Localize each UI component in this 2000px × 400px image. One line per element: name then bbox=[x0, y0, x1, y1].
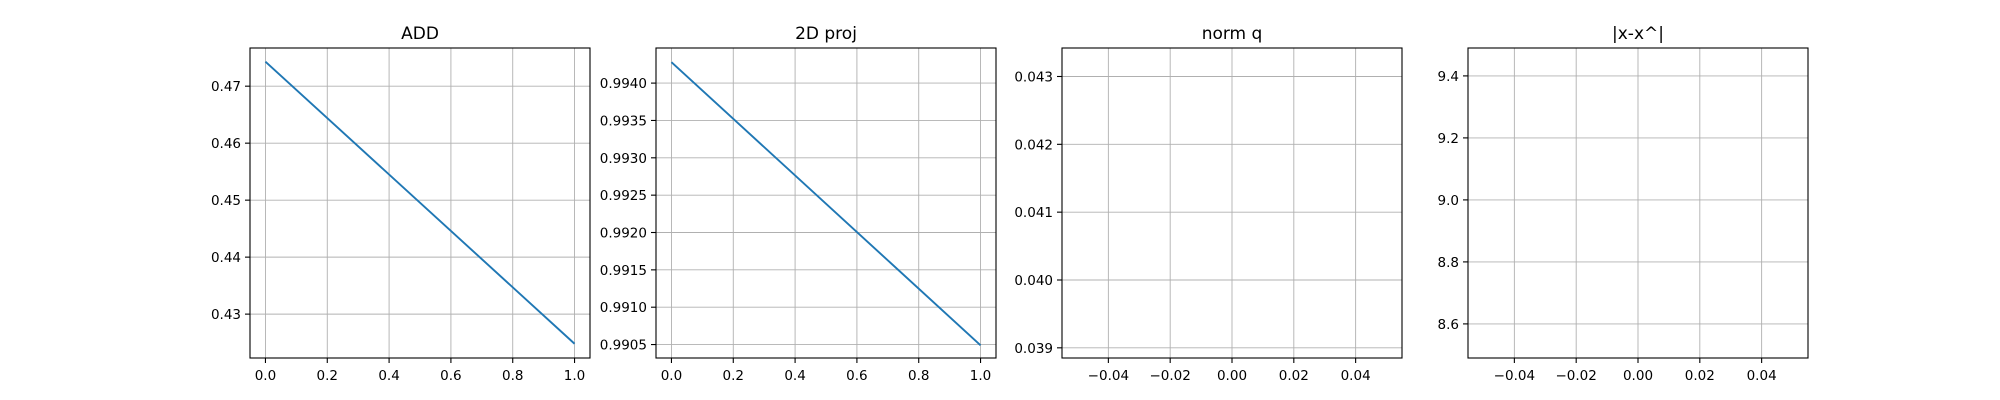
x-tick-label: −0.02 bbox=[1555, 368, 1596, 384]
series-line-1 bbox=[670, 61, 982, 347]
x-tick-label: 0.4 bbox=[378, 368, 399, 384]
x-tick-label: 0.6 bbox=[440, 368, 461, 384]
series-line-1 bbox=[264, 60, 576, 345]
y-tick-label: 9.2 bbox=[1438, 131, 1459, 147]
x-tick-label: 1.0 bbox=[970, 368, 991, 384]
y-tick-label: 0.043 bbox=[1014, 69, 1053, 85]
x-tick-label: 0.04 bbox=[1341, 368, 1371, 384]
y-tick-label: 0.9920 bbox=[600, 226, 647, 242]
y-tick-label: 0.9905 bbox=[600, 338, 647, 354]
y-tick-label: 0.040 bbox=[1014, 273, 1053, 289]
subplot-2: 0.0 0.2 0.4 0.6 0.8 1.0 0.9905 0.9910 0.9915 0.99… bbox=[600, 24, 997, 384]
x-tick-label: 0.02 bbox=[1685, 368, 1715, 384]
y-tick-label: 0.042 bbox=[1014, 137, 1053, 153]
x-tick-label: 0.4 bbox=[784, 368, 805, 384]
y-tick-label: 0.9935 bbox=[600, 113, 647, 129]
subplot-4: −0.04 −0.02 0.00 0.02 0.04 8.6 8.8 9.0 9.2 9.4 |x-… bbox=[1438, 24, 1809, 384]
x-tick-label: 0.02 bbox=[1279, 368, 1309, 384]
subplot-1: 0.0 0.2 0.4 0.6 0.8 1.0 0.43 0.44 0.45 0.46 0.47 AD… bbox=[211, 24, 591, 384]
chart-title: 2D proj bbox=[795, 24, 857, 44]
x-tick-label: 0.8 bbox=[502, 368, 523, 384]
y-tick-label: 0.041 bbox=[1014, 205, 1053, 221]
y-tick-label: 0.45 bbox=[211, 193, 241, 209]
y-tick-label: 8.8 bbox=[1438, 255, 1459, 271]
y-tick-label: 9.4 bbox=[1438, 69, 1459, 85]
x-tick-label: 0.6 bbox=[846, 368, 867, 384]
y-tick-label: 8.6 bbox=[1438, 317, 1459, 333]
x-tick-label: −0.02 bbox=[1149, 368, 1190, 384]
x-tick-label: 0.2 bbox=[317, 368, 338, 384]
axes-frame bbox=[249, 47, 591, 359]
y-tick-label: 0.9925 bbox=[600, 188, 647, 204]
x-tick-label: −0.04 bbox=[1494, 368, 1535, 384]
x-tick-label: 0.0 bbox=[661, 368, 682, 384]
y-tick-label: 0.039 bbox=[1014, 341, 1053, 357]
x-tick-label: 0.00 bbox=[1623, 368, 1653, 384]
y-tick-label: 0.43 bbox=[211, 307, 241, 323]
x-tick-label: 0.2 bbox=[723, 368, 744, 384]
chart-title: norm q bbox=[1202, 24, 1263, 44]
y-tick-label: 0.9940 bbox=[600, 76, 647, 92]
axes-frame bbox=[655, 47, 997, 359]
y-tick-label: 0.9910 bbox=[600, 300, 647, 316]
subplot-3: −0.04 −0.02 0.00 0.02 0.04 0.039 0.040 0.041 0.0… bbox=[1014, 24, 1403, 384]
x-tick-label: 1.0 bbox=[564, 368, 585, 384]
chart-title: |x-x^| bbox=[1612, 24, 1664, 44]
y-tick-label: 9.0 bbox=[1438, 193, 1459, 209]
y-tick-label: 0.46 bbox=[211, 136, 241, 152]
x-tick-label: 0.04 bbox=[1747, 368, 1777, 384]
x-tick-label: 0.0 bbox=[255, 368, 276, 384]
x-tick-label: 0.00 bbox=[1217, 368, 1247, 384]
x-tick-label: −0.04 bbox=[1088, 368, 1129, 384]
y-tick-label: 0.47 bbox=[211, 79, 241, 95]
y-tick-label: 0.9930 bbox=[600, 151, 647, 167]
y-tick-label: 0.9915 bbox=[600, 263, 647, 279]
chart-title: ADD bbox=[401, 24, 439, 44]
x-tick-label: 0.8 bbox=[908, 368, 929, 384]
y-tick-label: 0.44 bbox=[211, 250, 241, 266]
